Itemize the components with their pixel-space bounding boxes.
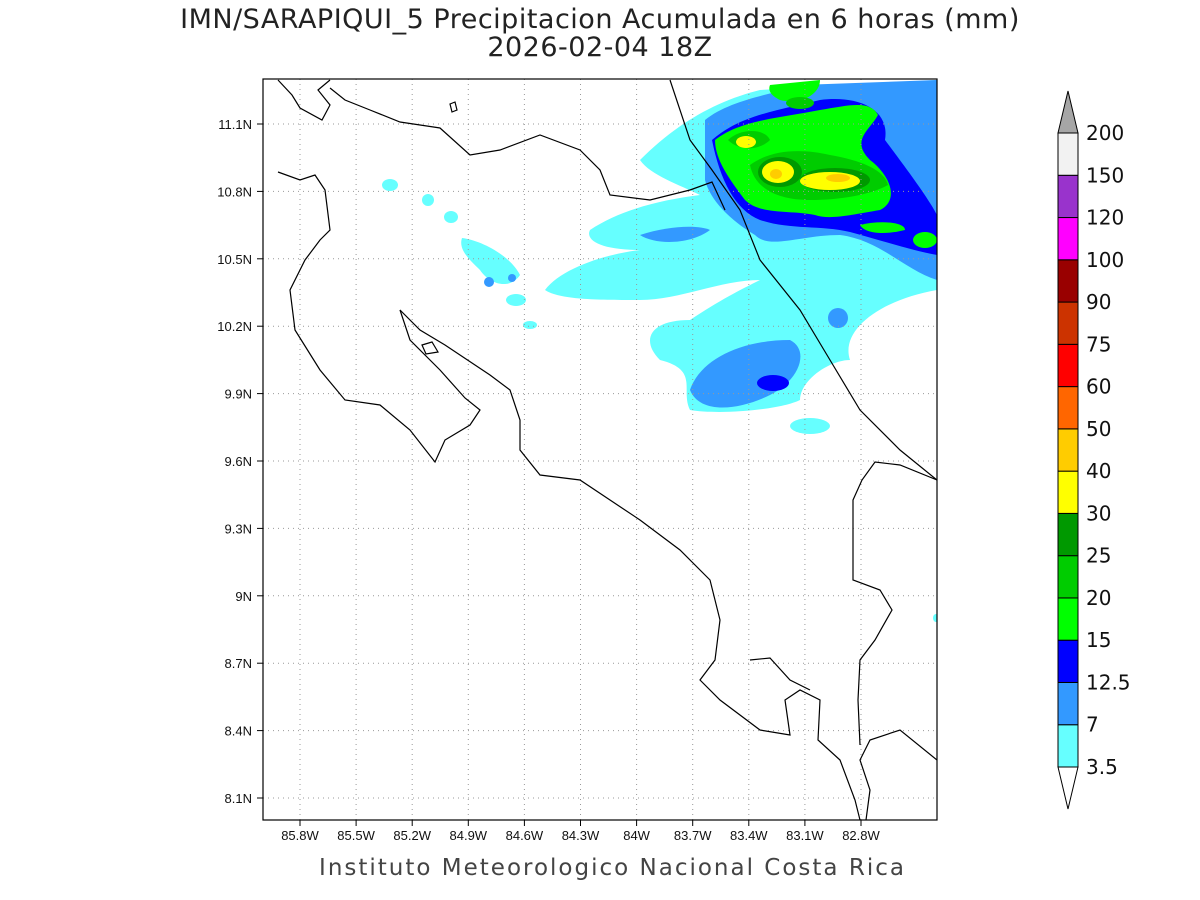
y-tick-label: 9.3N: [225, 521, 252, 536]
precip-40-50: [770, 169, 850, 182]
colorbar-label: 120: [1086, 206, 1124, 230]
colorbar-label: 50: [1086, 417, 1111, 441]
colorbar-label: 3.5: [1086, 755, 1118, 779]
y-tick-label: 9.9N: [225, 387, 252, 402]
x-tick-label: 85.8W: [281, 828, 319, 843]
colorbar-swatch: [1057, 639, 1079, 683]
colorbar-over-arrow: [1057, 90, 1079, 134]
y-tick-label: 11.1N: [218, 117, 252, 132]
colorbar-swatch: [1057, 386, 1079, 430]
colorbar-swatch: [1057, 217, 1079, 261]
colorbar-label: 25: [1086, 544, 1111, 568]
grid-lines: [263, 79, 937, 820]
colorbar-swatch: [1057, 132, 1079, 176]
x-tick-label: 84.6W: [506, 828, 544, 843]
colorbar-swatch: [1057, 597, 1079, 641]
x-tick-label: 85.5W: [337, 828, 375, 843]
colorbar-label: 15: [1086, 628, 1111, 652]
colorbar-label: 7: [1086, 713, 1099, 737]
x-tick-label: 84W: [623, 828, 650, 843]
colorbar-under-arrow: [1057, 766, 1079, 810]
y-tick-label: 8.7N: [225, 656, 252, 671]
colorbar-label: 100: [1086, 248, 1124, 272]
precipitation-field: [382, 80, 937, 622]
colorbar-swatch: [1057, 724, 1079, 768]
colorbar-swatch: [1057, 428, 1079, 472]
y-tick-label: 10.8N: [217, 184, 252, 199]
colorbar-swatch: [1057, 259, 1079, 303]
y-tick-label: 8.4N: [225, 724, 252, 739]
colorbar-label: 75: [1086, 332, 1111, 356]
y-tick-label: 10.5N: [217, 252, 252, 267]
colorbar-label: 12.5: [1086, 670, 1131, 694]
colorbar-swatch: [1057, 681, 1079, 726]
colorbar-label: 150: [1086, 163, 1124, 187]
map-frame: [262, 78, 938, 821]
y-tick-label: 9.6N: [225, 454, 252, 469]
coastlines: [277, 79, 937, 820]
colorbar-swatch: [1057, 174, 1079, 219]
x-tick-label: 83.1W: [786, 828, 824, 843]
axis-ticks: 85.8W 85.5W 85.2W 84.9W 84.6W 84.3W 84W 83.7W 83…: [217, 117, 880, 843]
colorbar-label: 90: [1086, 290, 1111, 314]
x-tick-label: 83.7W: [674, 828, 712, 843]
y-tick-label: 9N: [235, 589, 252, 604]
colorbar: 3.5 7 12.5 15 20 25 30 40 50 60 75 90 100 120 150 200: [1057, 90, 1131, 810]
colorbar-label: 20: [1086, 586, 1111, 610]
colorbar-swatch: [1057, 343, 1079, 388]
colorbar-label: 60: [1086, 375, 1111, 399]
colorbar-swatch: [1057, 301, 1079, 345]
x-tick-label: 84.9W: [450, 828, 488, 843]
y-tick-label: 10.2N: [217, 319, 252, 334]
x-tick-label: 83.4W: [730, 828, 768, 843]
footer-credit: Instituto Meteorologico Nacional Costa R…: [319, 855, 906, 881]
x-tick-label: 82.8W: [842, 828, 880, 843]
y-tick-label: 8.1N: [225, 791, 252, 806]
map-subtitle: 2026-02-04 18Z: [487, 32, 713, 63]
colorbar-swatch: [1057, 512, 1079, 557]
colorbar-swatch: [1057, 555, 1079, 599]
colorbar-label: 30: [1086, 501, 1111, 525]
colorbar-label: 200: [1086, 121, 1124, 145]
colorbar-swatch: [1057, 470, 1079, 514]
x-tick-label: 84.3W: [562, 828, 600, 843]
colorbar-label: 40: [1086, 459, 1111, 483]
map-title: IMN/SARAPIQUI_5 Precipitacion Acumulada …: [180, 4, 1020, 35]
x-tick-label: 85.2W: [393, 828, 431, 843]
